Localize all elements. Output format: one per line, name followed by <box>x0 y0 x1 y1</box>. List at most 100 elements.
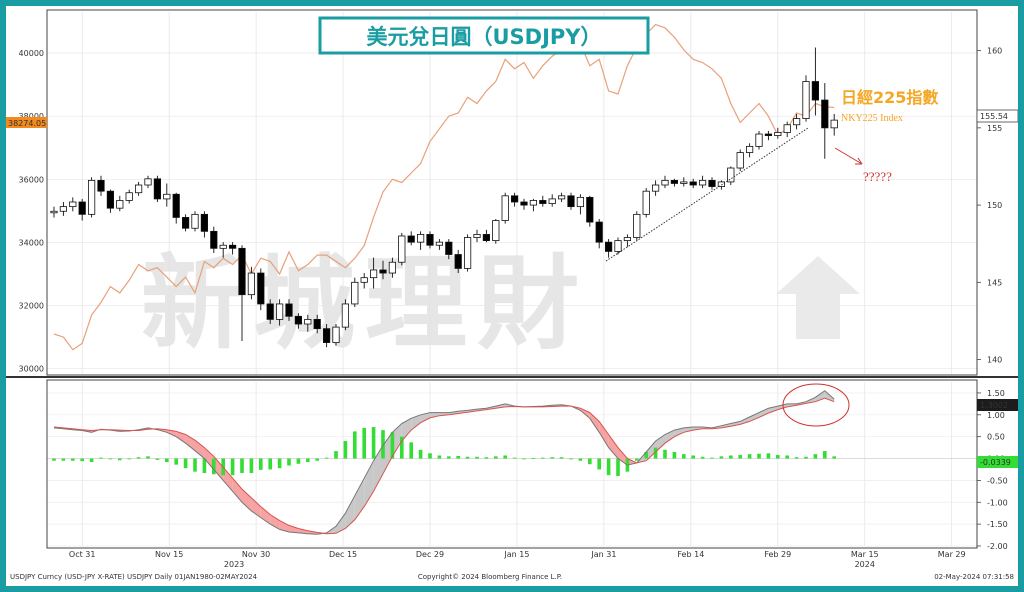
histogram-bar <box>437 455 442 459</box>
histogram-bar <box>653 447 658 459</box>
candle <box>191 211 199 232</box>
histogram-bar <box>766 453 771 459</box>
macd-fill <box>655 434 665 452</box>
candle <box>510 192 519 207</box>
series-macd-line <box>53 390 835 535</box>
histogram-bar <box>334 451 338 459</box>
left-tick-label: 38000 <box>19 112 44 121</box>
macd-fill <box>345 495 355 529</box>
macd-fill <box>279 520 289 533</box>
candle <box>59 201 68 216</box>
histogram-bar <box>559 457 564 459</box>
candle <box>332 324 340 346</box>
candle <box>313 314 321 334</box>
macd-fill <box>204 447 214 470</box>
candle <box>341 299 350 331</box>
candle <box>699 175 707 189</box>
bloomberg-chart: 新城理財 日經225指數 NKY225 Index ????? 30000 320… <box>6 9 1018 581</box>
left-tick-label: 30000 <box>19 365 44 374</box>
candle <box>116 195 124 212</box>
candle <box>266 299 274 325</box>
candle <box>210 226 218 253</box>
histogram-bar <box>118 458 122 461</box>
candle <box>830 113 838 136</box>
candle <box>774 127 782 139</box>
candle <box>595 218 603 249</box>
candle <box>473 229 481 243</box>
candle <box>379 260 387 280</box>
highlight-circle <box>782 383 850 427</box>
candle <box>181 214 190 232</box>
histogram-bar <box>663 449 667 459</box>
candle <box>492 218 500 244</box>
candle <box>78 198 86 221</box>
macd-fill <box>665 430 675 444</box>
histogram-bar <box>89 458 94 463</box>
histogram-bar <box>381 430 385 459</box>
histogram-bar <box>512 457 517 459</box>
macd-panel <box>52 390 836 535</box>
histogram-bar <box>155 458 160 460</box>
macd-fill <box>242 489 252 512</box>
histogram-bar <box>447 456 451 459</box>
top-panel-border <box>46 9 978 376</box>
macd-fill <box>721 423 731 428</box>
macd-tick-label: -0.50 <box>987 476 1008 485</box>
candle <box>529 198 538 212</box>
candle <box>463 234 472 272</box>
histogram-bar <box>136 457 141 459</box>
macd-fill <box>195 440 205 459</box>
histogram-bar <box>597 458 601 470</box>
candle <box>670 178 679 187</box>
histogram-bar <box>306 458 310 463</box>
candle <box>88 177 96 218</box>
histogram-bar <box>757 453 761 459</box>
candle <box>586 195 594 227</box>
candle <box>558 192 566 202</box>
annotation-index: NKY225 Index <box>841 113 903 124</box>
candle <box>275 299 284 326</box>
candle <box>661 175 669 189</box>
footer-right: 02-May-2024 07:31:58 <box>934 573 1014 581</box>
histogram-bar <box>127 458 131 460</box>
candle <box>407 231 415 246</box>
candle <box>200 211 208 238</box>
histogram-bar <box>259 458 263 470</box>
macd-fill <box>608 434 618 459</box>
macd-fill <box>674 427 684 437</box>
histogram-bar <box>691 455 695 459</box>
badge-nikkei: 38274.05 <box>6 117 47 128</box>
histogram-bar <box>729 455 733 459</box>
histogram-bar <box>550 457 554 459</box>
candle <box>821 83 829 159</box>
histogram-bar <box>776 455 780 459</box>
x-year-label: 2023 <box>224 560 244 569</box>
histogram-bar <box>794 457 799 459</box>
histogram-bar <box>193 458 197 472</box>
badge-usdjpy: 155.54 <box>976 109 1018 123</box>
candle <box>426 231 434 249</box>
histogram-bar <box>353 431 357 459</box>
histogram-bar <box>362 427 366 459</box>
macd-tick-label: -1.50 <box>987 520 1008 529</box>
histogram-bar <box>174 458 178 465</box>
title-box: 美元兌日圓（USDJPY） <box>318 16 650 55</box>
histogram-bar <box>400 436 404 459</box>
histogram-bar <box>390 432 395 459</box>
x-tick-label: Jan 31 <box>590 550 616 559</box>
candle <box>97 175 105 196</box>
candle <box>793 113 801 130</box>
right-tick-label: 160 <box>987 47 1002 56</box>
badge-macd-text: 1.3002 <box>980 401 1008 410</box>
annotation-nikkei: 日經225指數 <box>841 88 938 107</box>
histogram-bar <box>635 458 639 461</box>
histogram-bar <box>494 456 498 459</box>
histogram-bar <box>52 458 56 461</box>
macd-fill <box>270 514 280 530</box>
series-signal-line <box>53 397 835 535</box>
macd-fill <box>176 431 186 444</box>
macd-tick-label: -2.00 <box>987 542 1008 551</box>
histogram-bar <box>522 458 526 460</box>
histogram-bar <box>71 458 75 461</box>
histogram-bar <box>785 455 789 459</box>
